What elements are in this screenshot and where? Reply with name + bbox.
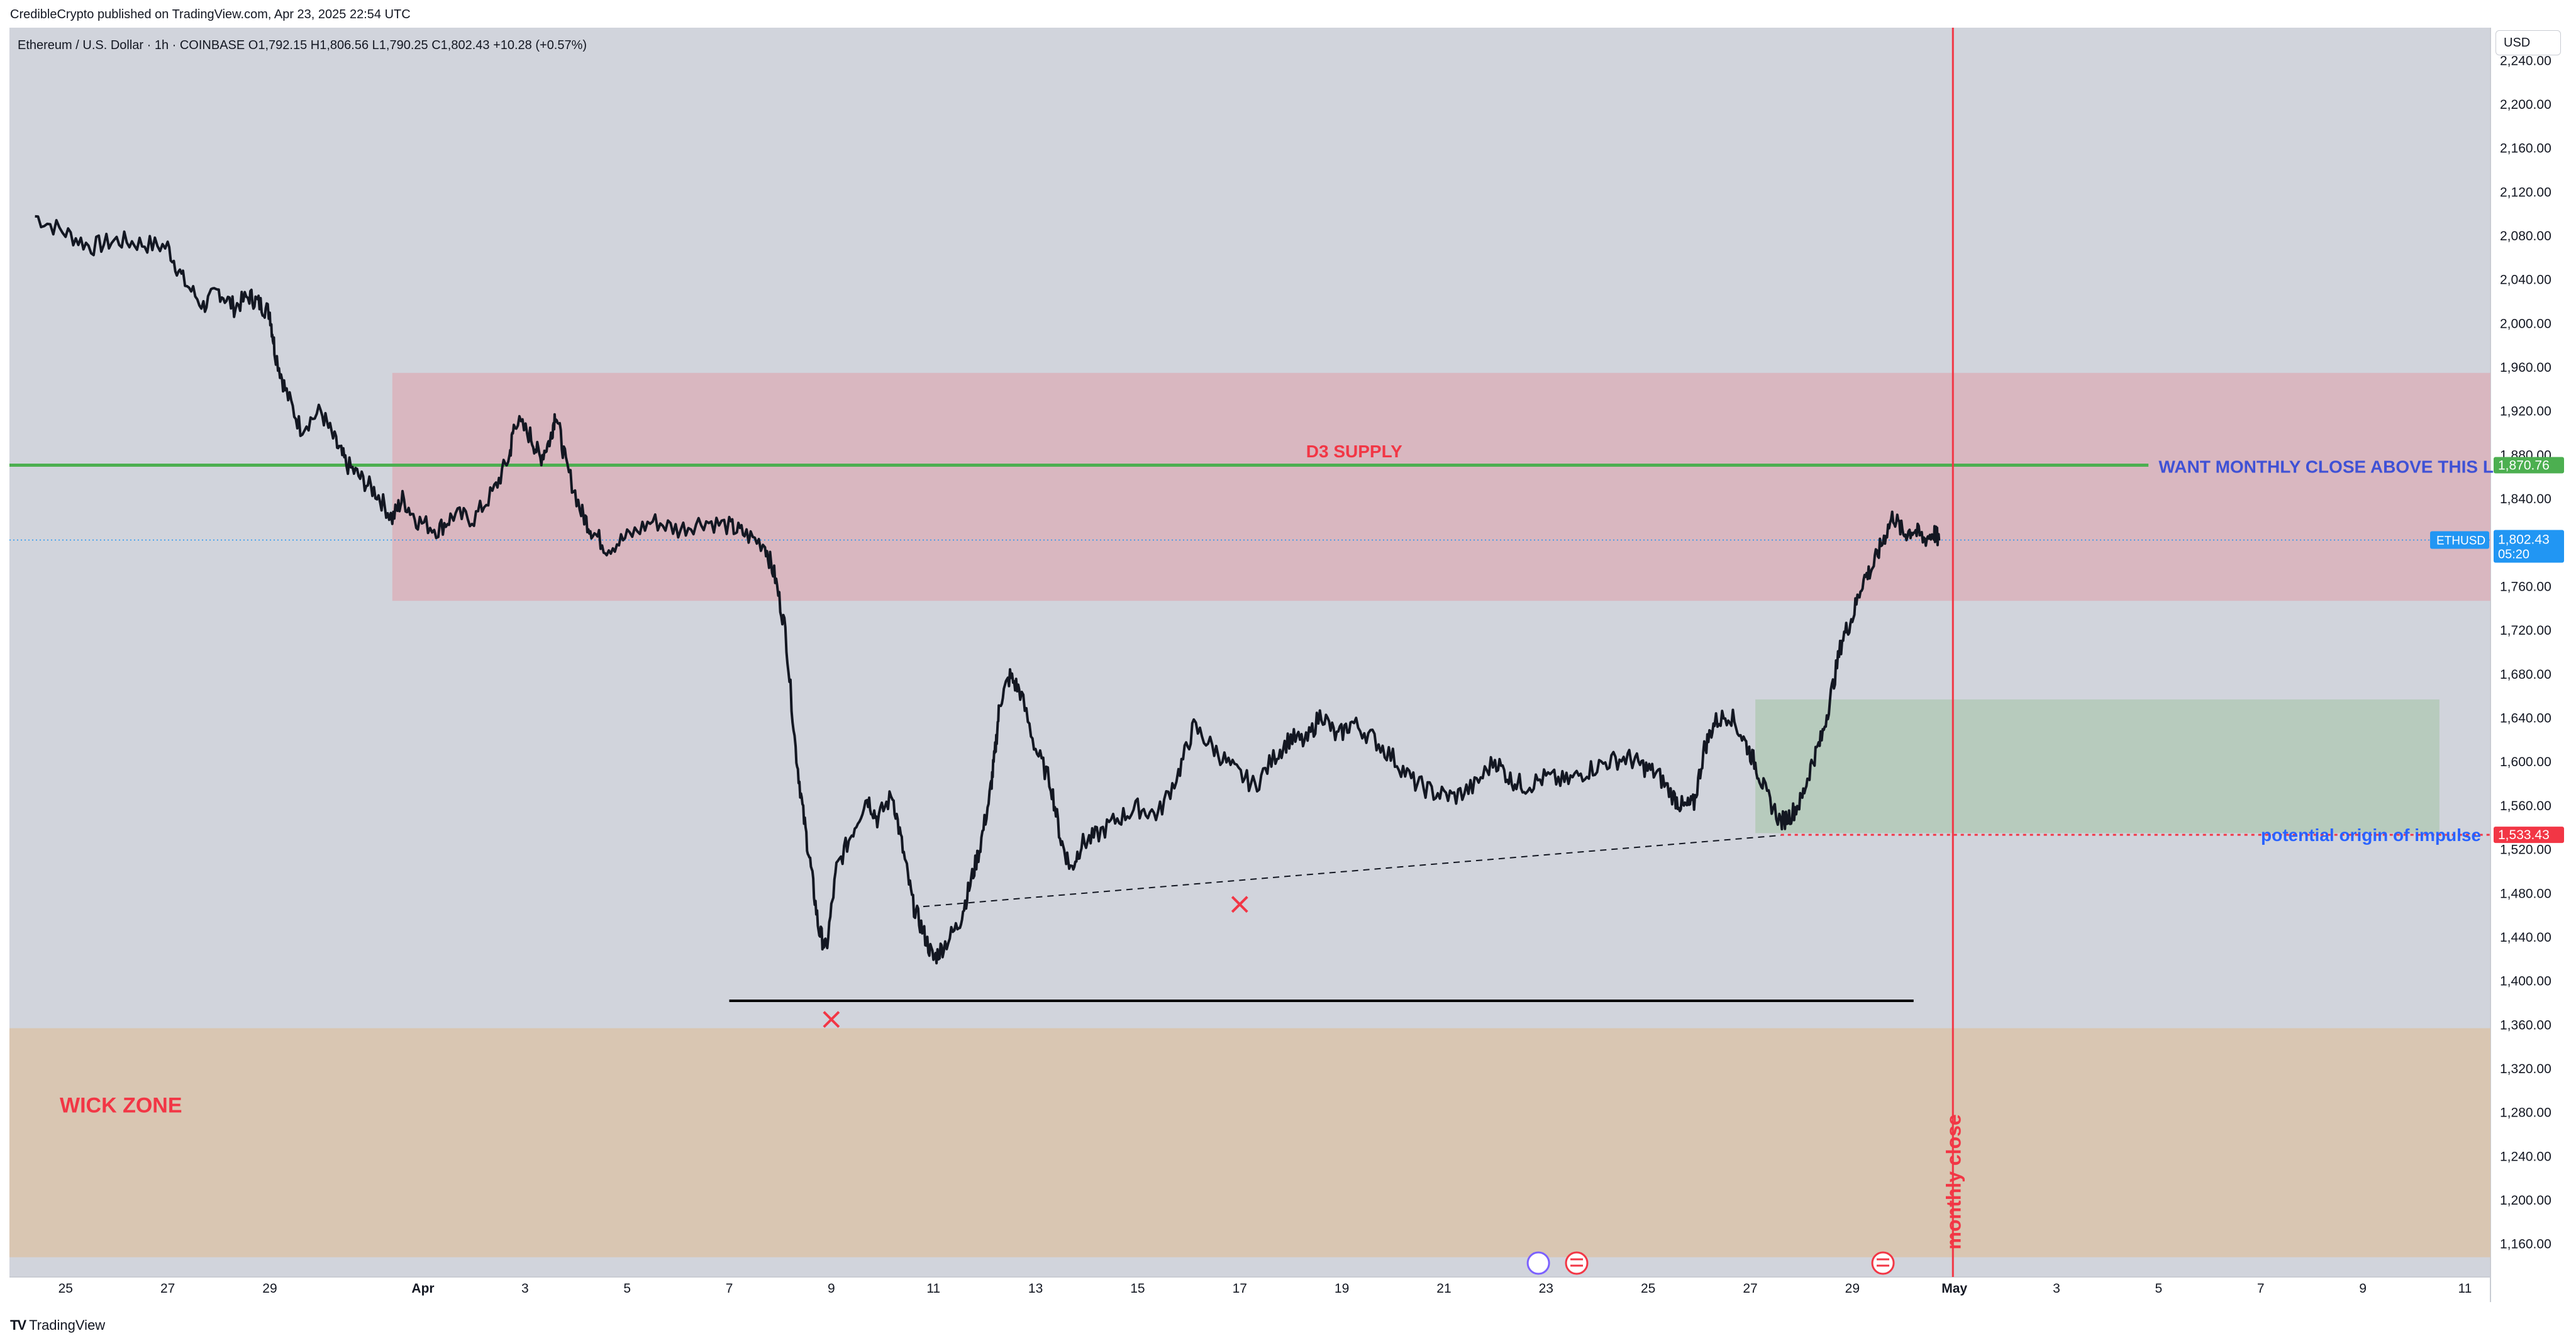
potential-origin-label: potential origin of impulse: [2261, 825, 2481, 845]
x-tick-label: 25: [1641, 1281, 1655, 1296]
tradingview-brand-text: TradingView: [29, 1317, 106, 1333]
x-tick-label: 29: [1845, 1281, 1860, 1296]
y-tick-label: 1,600.00: [2500, 755, 2551, 769]
y-tick-label: 1,280.00: [2500, 1106, 2551, 1120]
y-tick-label: 1,680.00: [2500, 667, 2551, 682]
x-tick-label: 17: [1233, 1281, 1247, 1296]
x-tick-label: 3: [2053, 1281, 2060, 1296]
x-tick-label: 19: [1335, 1281, 1349, 1296]
wick-zone: [9, 1028, 2490, 1257]
red-price-tag-bg: [2494, 827, 2564, 844]
event-lightning-icon: [1526, 1251, 1550, 1275]
y-tick-label: 1,240.00: [2500, 1149, 2551, 1164]
x-tick-label: 11: [2458, 1281, 2472, 1296]
ethusd-tag-bg: [2430, 531, 2489, 549]
countdown-tag: 05:20: [2498, 548, 2529, 562]
x-tick-label: 27: [160, 1281, 175, 1296]
y-tick-label: 1,200.00: [2500, 1193, 2551, 1208]
x-marker-mid: [1231, 896, 1248, 913]
y-tick-label: 1,960.00: [2500, 360, 2551, 375]
y-tick-label: 1,440.00: [2500, 930, 2551, 945]
x-tick-label: 5: [2155, 1281, 2163, 1296]
demand-zone: [1755, 699, 2440, 833]
event-us-flag-icon: [1565, 1251, 1589, 1275]
x-tick-label: 5: [623, 1281, 631, 1296]
last-price-tag: 1,802.43: [2498, 533, 2550, 547]
price-axis-panel: [2490, 28, 2566, 1302]
last-price-tag-bg: [2494, 530, 2564, 563]
x-tick-label: 27: [1743, 1281, 1757, 1296]
x-marker-low: [823, 1011, 840, 1028]
tradingview-logo: TV TradingView: [10, 1317, 105, 1334]
event-us-flag-icon-2: [1871, 1251, 1895, 1275]
y-tick-label: 1,360.00: [2500, 1018, 2551, 1032]
x-tick-label: 9: [2359, 1281, 2367, 1296]
x-tick-label: 13: [1028, 1281, 1043, 1296]
monthly-close-label: monthly close: [1942, 1114, 1965, 1249]
y-tick-label: 2,120.00: [2500, 185, 2551, 199]
x-tick-label: 15: [1130, 1281, 1145, 1296]
green-price-tag: 1,870.76: [2498, 459, 2550, 473]
red-price-tag: 1,533.43: [2498, 828, 2550, 842]
want-monthly-close-label: WANT MONTHLY CLOSE ABOVE THIS LEVEL: [2158, 457, 2540, 477]
y-tick-label: 1,840.00: [2500, 492, 2551, 506]
x-tick-label: 7: [2257, 1281, 2265, 1296]
y-tick-label: 1,920.00: [2500, 404, 2551, 419]
tradingview-logo-icon: TV: [10, 1317, 26, 1333]
x-tick-label: 23: [1539, 1281, 1553, 1296]
y-tick-label: 1,720.00: [2500, 623, 2551, 638]
y-tick-label: 2,080.00: [2500, 229, 2551, 243]
y-tick-label: 1,560.00: [2500, 799, 2551, 813]
y-tick-label: 2,240.00: [2500, 53, 2551, 68]
y-tick-label: 2,200.00: [2500, 98, 2551, 112]
d3-supply-label: D3 SUPPLY: [1306, 442, 1402, 461]
y-tick-label: 1,400.00: [2500, 974, 2551, 989]
x-tick-label: 21: [1436, 1281, 1451, 1296]
currency-label: USD: [2504, 35, 2531, 50]
x-tick-label: 7: [726, 1281, 733, 1296]
y-tick-label: 2,040.00: [2500, 273, 2551, 287]
price-series-line: [35, 215, 1941, 965]
y-tick-label: 1,160.00: [2500, 1237, 2551, 1252]
x-tick-label: 3: [521, 1281, 529, 1296]
trendline: [923, 834, 1781, 908]
x-tick-label: 9: [828, 1281, 835, 1296]
x-tick-label: 29: [262, 1281, 277, 1296]
y-tick-label: 1,640.00: [2500, 711, 2551, 726]
y-tick-label: 1,760.00: [2500, 579, 2551, 594]
y-tick-label: 2,000.00: [2500, 316, 2551, 331]
green-price-tag-bg: [2494, 457, 2564, 474]
currency-selector[interactable]: USD: [2496, 30, 2561, 55]
x-tick-label: 25: [58, 1281, 73, 1296]
y-tick-label: 1,480.00: [2500, 886, 2551, 901]
y-tick-label: 1,320.00: [2500, 1062, 2551, 1076]
y-tick-label: 1,520.00: [2500, 843, 2551, 857]
y-tick-label: 2,160.00: [2500, 142, 2551, 156]
attribution-text: CredibleCrypto published on TradingView.…: [10, 8, 411, 21]
time-axis-panel: [9, 1277, 2490, 1302]
x-tick-label: Apr: [411, 1281, 434, 1296]
wick-zone-label: WICK ZONE: [60, 1094, 182, 1118]
ethusd-tag: ETHUSD: [2436, 535, 2485, 548]
x-tick-label: May: [1941, 1281, 1967, 1296]
x-tick-label: 11: [926, 1281, 940, 1296]
symbol-header: Ethereum / U.S. Dollar · 1h · COINBASE O…: [18, 38, 587, 52]
supply-zone: [392, 372, 2490, 601]
